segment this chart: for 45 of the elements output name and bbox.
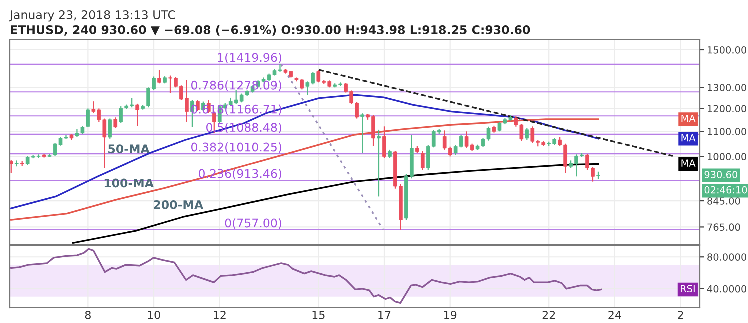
- ref-line-label: 0.382(1010.25): [192, 142, 282, 154]
- candlestick: [10, 160, 14, 174]
- y-tick-label: 845.00: [708, 198, 740, 205]
- y-tick-label: 1100.00: [708, 128, 747, 136]
- annotation: RSI: [680, 285, 695, 293]
- ref-line-label: 1(1419.96): [218, 53, 282, 64]
- x-tick-label: 2: [678, 310, 684, 320]
- x-tick-label: 17: [378, 311, 391, 320]
- line-series: [10, 94, 600, 210]
- text: 930.60: [704, 171, 738, 178]
- annotation: MA: [682, 115, 696, 122]
- candlestick: [525, 128, 530, 141]
- candlestick: [420, 150, 425, 171]
- y-tick-label: 1300.00: [708, 84, 747, 92]
- candlestick: [136, 103, 140, 127]
- x-tick-label: 15: [312, 311, 325, 320]
- text: 02:46:10: [704, 186, 748, 194]
- candlestick: [108, 118, 112, 140]
- candlestick: [382, 126, 386, 159]
- annotation: MA: [682, 134, 696, 142]
- y-tick-label: 1500.00: [708, 46, 747, 54]
- chart-subtitle: ETHUSD, 240 930.60 ▼ −69.08 (−6.91%) O:930.00 H:943.98 L:918.25 C:930.60: [11, 25, 530, 36]
- candlestick: [377, 129, 381, 198]
- annotation: MA: [682, 160, 696, 167]
- x-tick-label: 8: [85, 310, 91, 320]
- candlestick: [360, 113, 364, 154]
- series-label: 50-MA: [108, 144, 150, 154]
- x-tick-label: 19: [444, 310, 457, 320]
- y-tick-label: 40.0000: [707, 285, 747, 293]
- line-series: [10, 248, 602, 304]
- x-tick-label: 24: [608, 310, 622, 320]
- x-tick-label: 10: [148, 310, 160, 320]
- candlestick: [158, 69, 162, 84]
- series-label: 200-MA: [154, 200, 204, 210]
- y-tick-label: 1000.00: [708, 153, 747, 161]
- chart-title: January 23, 2018 13:13 UTC: [9, 10, 176, 22]
- candlestick: [86, 108, 90, 128]
- y-tick-label: 80.0000: [708, 254, 747, 261]
- x-tick-label: 12: [214, 310, 226, 320]
- ref-line-label: 0(757.00): [225, 218, 282, 230]
- series-label: 100-MA: [104, 178, 154, 188]
- y-tick-label: 765.00: [708, 224, 740, 232]
- y-tick-label: 1200.00: [708, 105, 747, 113]
- candlestick: [114, 117, 118, 129]
- x-tick-label: 22: [542, 310, 556, 320]
